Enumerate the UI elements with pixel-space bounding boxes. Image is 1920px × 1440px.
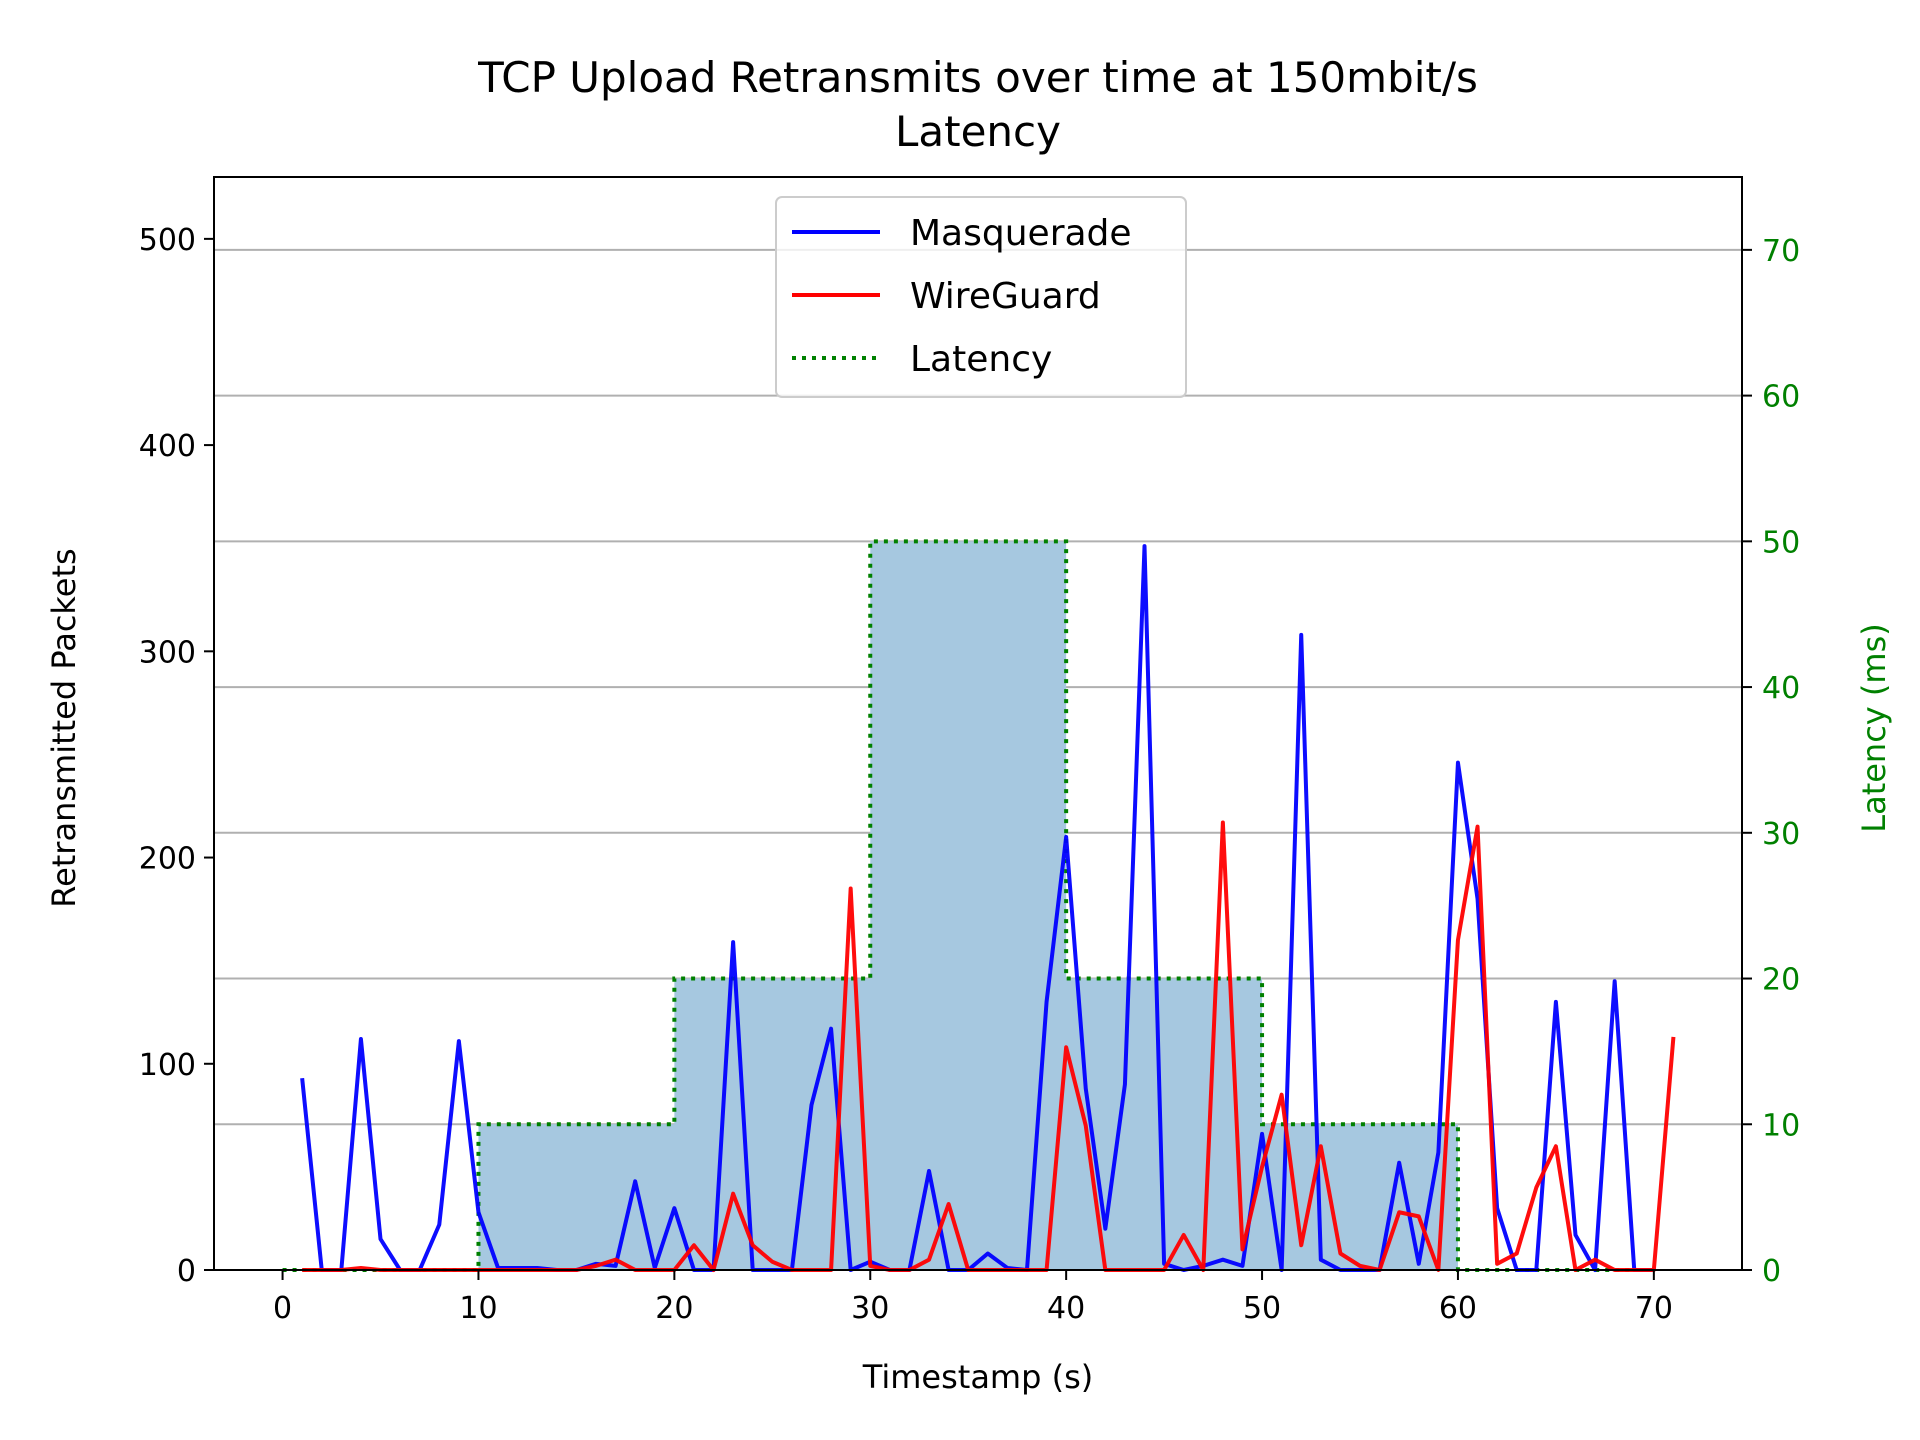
y-tick-label: 400 (139, 429, 196, 464)
plot-frame (213, 176, 1743, 1271)
y2-tick-label: 70 (1762, 234, 1800, 269)
y2-axis-ticks: 0 10 20 30 40 50 60 70 (1742, 234, 1800, 1289)
y2-tick-label: 20 (1762, 963, 1800, 998)
y2-axis-label: Latency (ms) (1855, 623, 1893, 832)
chart-title-line2: Latency (895, 107, 1061, 156)
x-tick-label: 40 (1047, 1291, 1085, 1326)
y2-tick-label: 30 (1762, 817, 1800, 852)
y2-tick-label: 50 (1762, 525, 1800, 560)
latency-fill-area (282, 541, 1654, 1270)
y2-tick-label: 10 (1762, 1108, 1800, 1143)
legend-label-wireguard: WireGuard (910, 276, 1101, 317)
y-tick-label: 500 (139, 223, 196, 258)
legend-label-latency: Latency (910, 339, 1052, 380)
x-axis-ticks: 0 10 20 30 40 50 60 70 (273, 1270, 1673, 1326)
legend: Masquerade WireGuard Latency (775, 196, 1187, 398)
y2-tick-label: 40 (1762, 671, 1800, 706)
y-tick-label: 200 (139, 842, 196, 877)
x-tick-label: 0 (273, 1291, 292, 1326)
y-tick-label: 100 (139, 1048, 196, 1083)
y-tick-label: 300 (139, 635, 196, 670)
y-tick-label: 0 (177, 1254, 196, 1289)
legend-box (775, 196, 1187, 398)
legend-label-masquerade: Masquerade (910, 213, 1132, 254)
y-axis-label: Retransmitted Packets (45, 548, 83, 907)
y2-tick-label: 0 (1762, 1254, 1781, 1289)
x-tick-label: 20 (655, 1291, 693, 1326)
x-axis-label: Timestamp (s) (862, 1358, 1093, 1396)
chart-title-line1: TCP Upload Retransmits over time at 150m… (477, 53, 1478, 102)
x-tick-label: 30 (851, 1291, 889, 1326)
x-tick-label: 10 (459, 1291, 497, 1326)
latency-fill (282, 541, 1654, 1270)
y2-tick-label: 60 (1762, 380, 1800, 415)
y-axis-ticks: 0 100 200 300 400 500 (139, 223, 214, 1289)
masquerade-line (300, 544, 1654, 1272)
x-tick-label: 60 (1439, 1291, 1477, 1326)
x-tick-label: 70 (1635, 1291, 1673, 1326)
x-tick-label: 50 (1243, 1291, 1281, 1326)
